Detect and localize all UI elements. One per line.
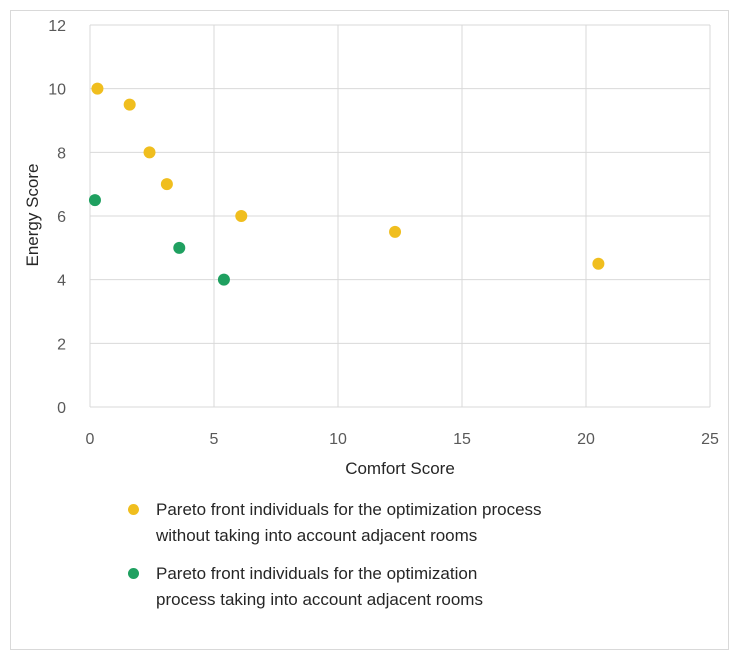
data-point [235, 210, 248, 222]
data-point [143, 146, 156, 159]
scatter-chart: 0 2 4 6 8 10 12 0 5 10 15 20 25 Comfort Score Energ… [23, 18, 719, 478]
legend-item-yellow: Pareto front individuals for the optimiz… [128, 497, 688, 549]
y-tick-labels: 0 2 4 6 8 10 12 [48, 18, 66, 417]
y-tick-label: 0 [57, 400, 66, 417]
data-point [389, 225, 402, 238]
x-tick-label: 20 [577, 431, 595, 448]
y-axis-title: Energy Score [23, 164, 42, 267]
x-tick-label: 0 [86, 431, 95, 448]
legend-label-line: Pareto front individuals for the optimiz… [156, 564, 478, 583]
x-axis-title: Comfort Score [345, 459, 455, 478]
data-points [88, 82, 605, 286]
data-point [88, 194, 101, 207]
x-tick-label: 25 [701, 431, 719, 448]
legend: Pareto front individuals for the optimiz… [128, 497, 688, 613]
y-tick-label: 8 [57, 145, 66, 162]
data-point [160, 178, 173, 191]
y-tick-label: 4 [57, 273, 66, 290]
y-tick-label: 12 [48, 18, 66, 35]
legend-label-line: process taking into account adjacent roo… [156, 590, 483, 609]
data-point [592, 257, 605, 270]
data-point [91, 82, 104, 95]
x-tick-label: 10 [329, 431, 347, 448]
x-tick-label: 15 [453, 431, 471, 448]
y-tick-label: 10 [48, 82, 66, 99]
legend-marker-green [128, 568, 139, 579]
grid-lines [89, 24, 711, 408]
x-tick-label: 5 [210, 431, 219, 448]
y-tick-label: 2 [57, 336, 66, 353]
legend-label-line: Pareto front individuals for the optimiz… [156, 500, 542, 519]
data-point [123, 98, 136, 111]
legend-marker-yellow [128, 504, 139, 515]
data-point [173, 241, 186, 254]
legend-item-green: Pareto front individuals for the optimiz… [128, 561, 688, 613]
y-tick-label: 6 [57, 209, 66, 226]
x-tick-labels: 0 5 10 15 20 25 [86, 431, 719, 448]
data-point [217, 273, 230, 286]
legend-label-line: without taking into account adjacent roo… [156, 526, 478, 545]
